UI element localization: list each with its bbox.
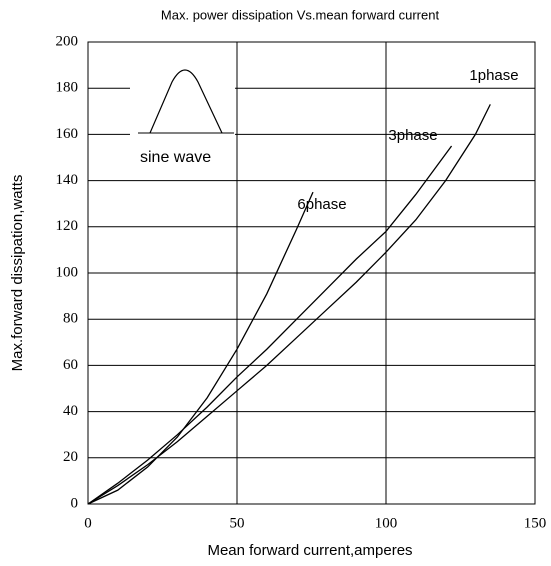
- x-tick-label: 0: [84, 515, 92, 531]
- x-axis-label: Mean forward current,amperes: [207, 542, 412, 559]
- inset-sine: [149, 69, 223, 134]
- series-line: [87, 191, 314, 505]
- x-tick-label: 50: [230, 515, 245, 531]
- x-tick-label: 150: [524, 515, 547, 531]
- y-tick-label: 120: [56, 218, 79, 234]
- y-tick-label: 140: [56, 172, 79, 188]
- inset-box: [130, 58, 235, 178]
- series-line: [87, 145, 453, 505]
- inset-label: sine wave: [140, 149, 211, 166]
- y-axis-label: Max.forward dissipation,watts: [9, 175, 26, 372]
- y-tick-label: 80: [63, 311, 78, 327]
- y-tick-label: 40: [63, 403, 78, 419]
- series-label: 1phase: [469, 67, 518, 84]
- y-tick-label: 60: [63, 357, 78, 373]
- y-tick-label: 0: [71, 495, 79, 511]
- y-tick-label: 200: [56, 33, 79, 49]
- series-label: 6phase: [297, 196, 346, 213]
- plot-frame: [87, 41, 536, 505]
- series-label: 3phase: [388, 127, 437, 144]
- series-line: [87, 104, 491, 505]
- y-tick-label: 160: [56, 126, 79, 142]
- y-tick-label: 100: [56, 264, 79, 280]
- chart-title: Max. power dissipation Vs.mean forward c…: [161, 7, 440, 22]
- x-tick-label: 100: [375, 515, 398, 531]
- y-tick-label: 180: [56, 80, 79, 96]
- y-tick-label: 20: [63, 449, 78, 465]
